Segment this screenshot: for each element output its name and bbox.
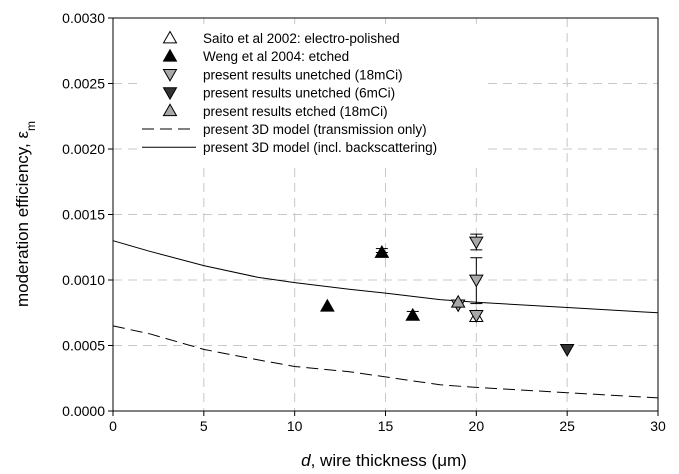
y-tick-label: 0.0000 — [62, 403, 105, 419]
data-points — [320, 236, 575, 357]
legend-marker — [162, 103, 178, 117]
legend-marker — [162, 87, 178, 101]
y-axis-label-text: moderation efficiency, ε — [13, 131, 32, 308]
legend-label: Saito et al 2002: electro-polished — [203, 31, 400, 46]
x-tick-label: 5 — [200, 418, 208, 434]
legend-box — [141, 24, 484, 166]
legend-label: present results unetched (6mCi) — [203, 86, 395, 101]
legend-entries: Saito et al 2002: electro-polished Weng e… — [142, 30, 437, 155]
data-point — [405, 307, 421, 321]
x-axis-label-close: ) — [461, 451, 467, 470]
data-point — [468, 236, 484, 250]
x-tick-label: 0 — [109, 418, 117, 434]
legend-label: present 3D model (transmission only) — [203, 122, 427, 137]
x-tick-label: 25 — [559, 418, 575, 434]
x-tick-label: 30 — [650, 418, 666, 434]
data-point — [468, 309, 484, 323]
x-tick-label: 20 — [469, 418, 485, 434]
legend-label: present 3D model (incl. backscattering) — [203, 140, 437, 155]
data-point — [450, 294, 466, 308]
y-tick-label: 0.0030 — [62, 10, 105, 26]
legend-marker — [162, 69, 178, 82]
legend-label: Weng et al 2004: etched — [203, 49, 349, 64]
y-tick-label: 0.0010 — [62, 272, 105, 288]
legend-label: present results unetched (18mCi) — [203, 67, 403, 82]
legend: Saito et al 2002: electro-polished Weng e… — [141, 24, 484, 166]
y-tick-label: 0.0025 — [62, 76, 105, 92]
y-tick-label: 0.0020 — [62, 141, 105, 157]
axis-ticks: 0 5 10 15 20 25 30 0.0000 0.0005 0.0010 0.0015 0.00… — [62, 10, 666, 434]
y-axis-label: moderation efficiency, εm — [13, 121, 38, 307]
data-point — [320, 298, 335, 312]
y-tick-label: 0.0005 — [62, 338, 105, 354]
legend-label: present results etched (18mCi) — [203, 104, 388, 119]
model-curve-dashed — [112, 325, 659, 399]
x-axis-label-italic: d — [301, 451, 311, 470]
data-point — [559, 344, 575, 357]
x-axis-label: d, wire thickness (μm) — [301, 451, 467, 470]
data-point — [468, 274, 484, 288]
data-point — [374, 244, 390, 258]
legend-marker — [162, 30, 178, 44]
model-curves — [112, 240, 659, 399]
x-axis-label-unit: μm — [437, 451, 461, 470]
legend-marker — [162, 48, 178, 62]
x-tick-label: 15 — [378, 418, 394, 434]
error-bars — [375, 233, 483, 320]
model-curve-solid — [112, 240, 659, 314]
y-tick-label: 0.0015 — [62, 207, 105, 223]
y-axis-label-subscript: m — [24, 121, 38, 131]
x-tick-label: 10 — [287, 418, 303, 434]
x-axis-label-text: , wire thickness ( — [311, 451, 438, 470]
